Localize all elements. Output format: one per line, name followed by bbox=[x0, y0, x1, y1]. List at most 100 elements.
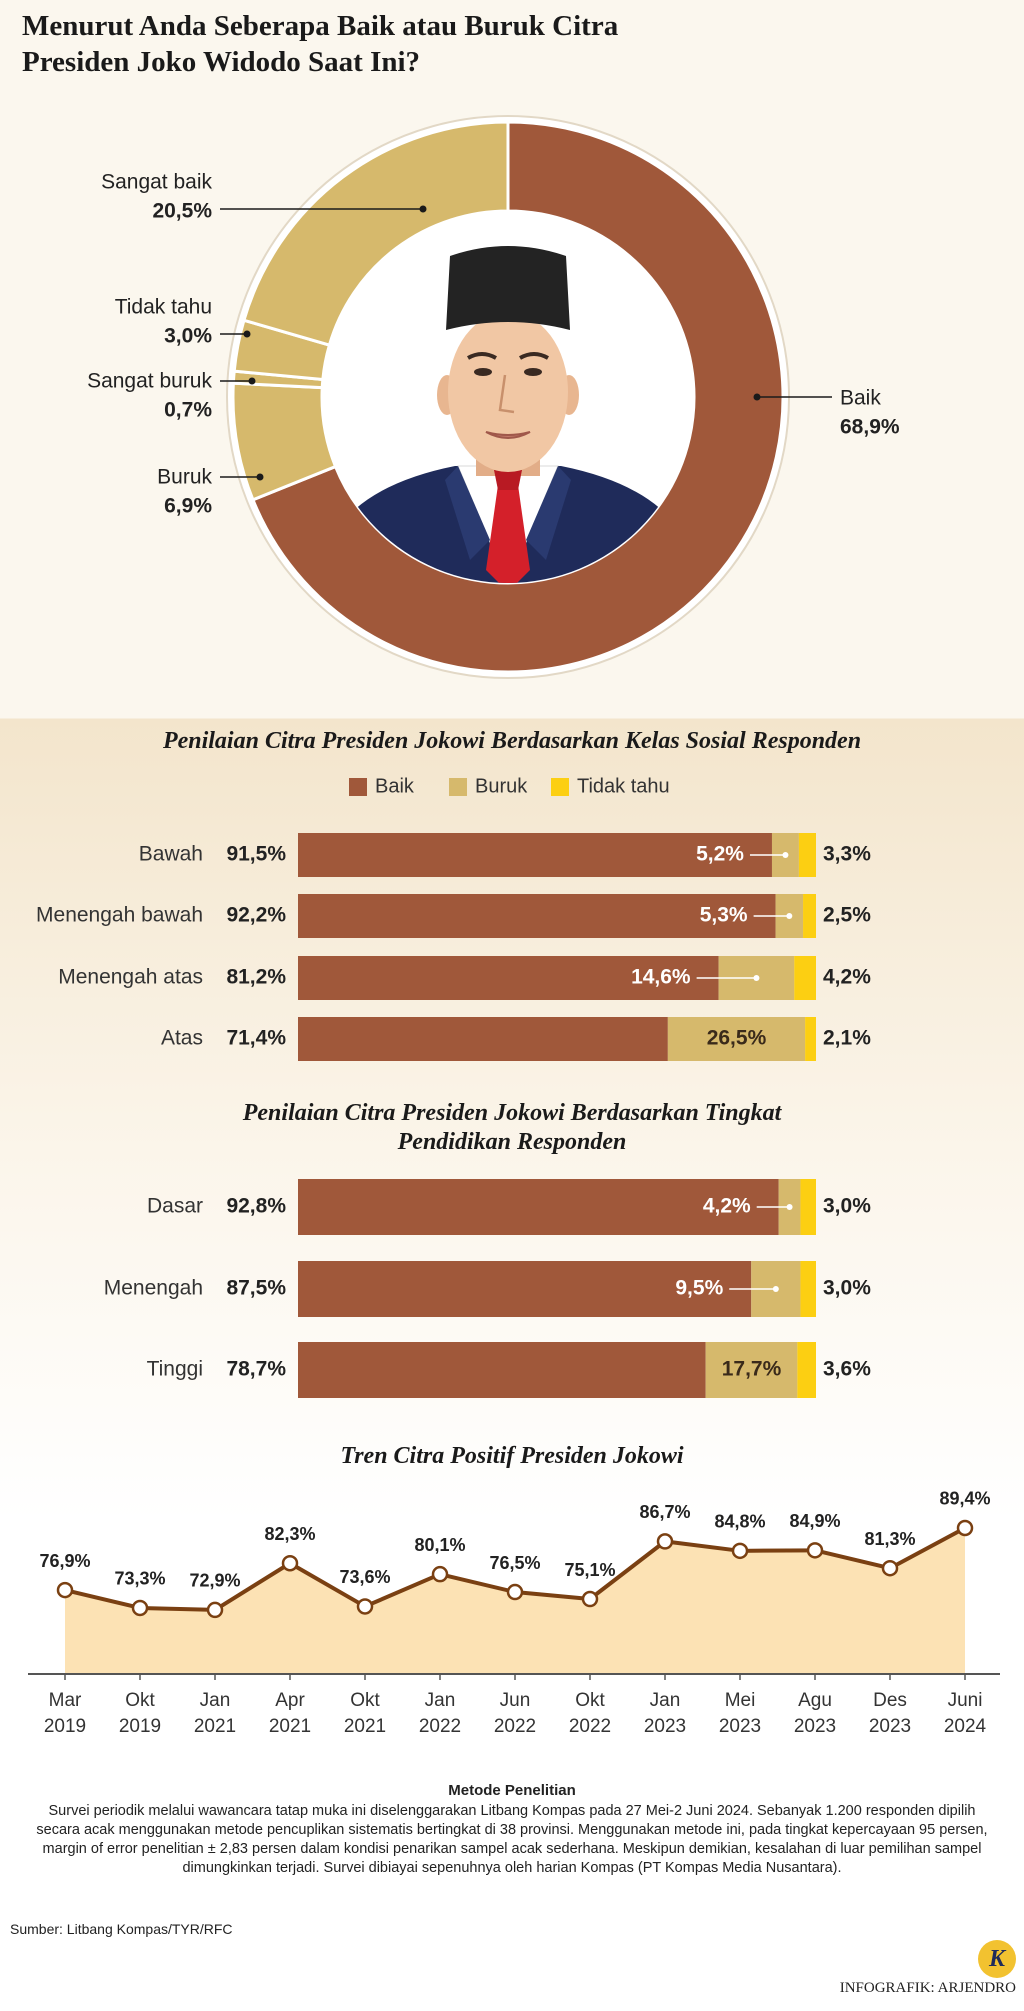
method-heading: Metode Penelitian bbox=[448, 1782, 576, 1799]
value-label: 92,2% bbox=[226, 904, 286, 927]
point bbox=[806, 1542, 824, 1559]
value-label: 87,5% bbox=[226, 1277, 286, 1300]
leader-dot bbox=[753, 393, 761, 401]
point bbox=[731, 1542, 749, 1560]
pointer-dot bbox=[786, 1204, 793, 1210]
value-label: 71,4% bbox=[226, 1027, 286, 1050]
bar-segment bbox=[705, 1342, 798, 1398]
bar-segment bbox=[298, 956, 719, 1000]
point bbox=[431, 1565, 449, 1583]
value-label: 81,2% bbox=[226, 966, 286, 989]
bar-segment bbox=[298, 894, 776, 938]
point bbox=[281, 1554, 299, 1572]
segment-label: Tidak tahu bbox=[115, 296, 212, 319]
leader-dot bbox=[256, 473, 264, 481]
method-text: Survei periodik melalui wawancara tatap … bbox=[36, 1803, 988, 1876]
point bbox=[881, 1559, 899, 1577]
segment-value: 68,9% bbox=[840, 416, 900, 439]
x-tick-label: Mei 2023 bbox=[718, 1690, 762, 1737]
bar-segment bbox=[803, 894, 816, 938]
bar-segment bbox=[805, 1017, 816, 1061]
value-label: 2,5% bbox=[823, 904, 871, 927]
area bbox=[65, 1527, 965, 1674]
point bbox=[956, 1519, 974, 1537]
value-label: 73,6% bbox=[339, 1567, 390, 1587]
value-label: 84,9% bbox=[789, 1511, 840, 1531]
x-tick-label: Jan 2023 bbox=[643, 1690, 687, 1737]
segment-value: 6,9% bbox=[164, 495, 212, 518]
value-label: 72,9% bbox=[189, 1571, 240, 1591]
value-label: 3,0% bbox=[823, 1195, 871, 1218]
donut-segment bbox=[242, 120, 510, 347]
bar-segment bbox=[794, 956, 816, 1000]
leader-dot bbox=[248, 377, 256, 385]
x-tick-label: Okt 2021 bbox=[343, 1690, 387, 1737]
legend-swatch bbox=[449, 778, 467, 796]
bar-segment bbox=[298, 1017, 668, 1061]
pointer-dot bbox=[753, 975, 760, 981]
value-label: 26,5% bbox=[707, 1027, 767, 1050]
bar-segment bbox=[298, 833, 772, 877]
segment-value: 20,5% bbox=[152, 200, 212, 223]
x-tick-label: Okt 2019 bbox=[118, 1690, 162, 1737]
credit: INFOGRAFIK: ARJENDRO bbox=[839, 1980, 1016, 1996]
category-label: Dasar bbox=[147, 1195, 203, 1218]
x-tick-label: Des 2023 bbox=[868, 1690, 912, 1737]
main-title: Menurut Anda Seberapa Baik atau Buruk Ci… bbox=[22, 10, 619, 78]
value-label: 86,7% bbox=[639, 1502, 690, 1522]
segment-label: Sangat buruk bbox=[87, 370, 212, 393]
value-label: 5,3% bbox=[700, 904, 748, 927]
chart-title: Tren Citra Positif Presiden Jokowi bbox=[340, 1443, 684, 1469]
x-tick-label: Jan 2022 bbox=[418, 1690, 462, 1737]
value-label: 3,0% bbox=[823, 1277, 871, 1300]
segment-label: Buruk bbox=[157, 466, 212, 489]
bar-segment bbox=[797, 1342, 816, 1398]
pointer-dot bbox=[786, 913, 793, 919]
x-tick-label: Jan 2021 bbox=[193, 1690, 237, 1737]
category-label: Atas bbox=[161, 1027, 203, 1050]
bar-segment bbox=[298, 1342, 706, 1398]
legend-label: Tidak tahu bbox=[577, 775, 670, 797]
bar-segment bbox=[800, 1179, 816, 1235]
value-label: 5,2% bbox=[696, 843, 744, 866]
point bbox=[356, 1598, 374, 1615]
x-tick-label: Apr 2021 bbox=[268, 1690, 312, 1737]
value-label: 75,1% bbox=[564, 1560, 615, 1580]
legend-label: Buruk bbox=[475, 775, 528, 797]
bar-segment bbox=[800, 1261, 816, 1317]
x-tick-label: Mar 2019 bbox=[43, 1690, 87, 1737]
leader-dot bbox=[243, 330, 251, 338]
point bbox=[56, 1581, 74, 1599]
point bbox=[506, 1583, 524, 1601]
category-label: Menengah bbox=[104, 1277, 203, 1300]
logo: K bbox=[978, 1940, 1016, 1978]
point bbox=[656, 1533, 674, 1550]
value-label: 17,7% bbox=[722, 1358, 782, 1381]
bar-segment bbox=[298, 1261, 752, 1317]
point bbox=[206, 1601, 224, 1619]
value-label: 4,2% bbox=[823, 966, 871, 989]
leader-dot bbox=[419, 205, 427, 213]
value-label: 76,5% bbox=[489, 1553, 540, 1573]
chart-title: Penilaian Citra Presiden Jokowi Berdasar… bbox=[242, 1100, 782, 1155]
value-label: 81,3% bbox=[864, 1529, 915, 1549]
chart-title: Penilaian Citra Presiden Jokowi Berdasar… bbox=[162, 728, 862, 754]
bar-segment bbox=[798, 833, 816, 877]
x-tick-label: Jun 2022 bbox=[493, 1690, 537, 1737]
value-label: 80,1% bbox=[414, 1535, 465, 1555]
value-label: 82,3% bbox=[264, 1524, 315, 1544]
point bbox=[131, 1599, 149, 1617]
segment-value: 0,7% bbox=[164, 399, 212, 422]
value-label: 14,6% bbox=[631, 966, 691, 989]
x-tick-label: Okt 2022 bbox=[568, 1690, 612, 1737]
value-label: 3,3% bbox=[823, 843, 871, 866]
source: Sumber: Litbang Kompas/TYR/RFC bbox=[10, 1921, 233, 1937]
point bbox=[581, 1590, 599, 1608]
category-label: Bawah bbox=[139, 843, 203, 866]
x-tick-label: Agu 2023 bbox=[793, 1690, 837, 1737]
pointer-dot bbox=[772, 1286, 779, 1292]
segment-label: Sangat baik bbox=[101, 171, 212, 194]
legend-label: Baik bbox=[375, 775, 415, 797]
